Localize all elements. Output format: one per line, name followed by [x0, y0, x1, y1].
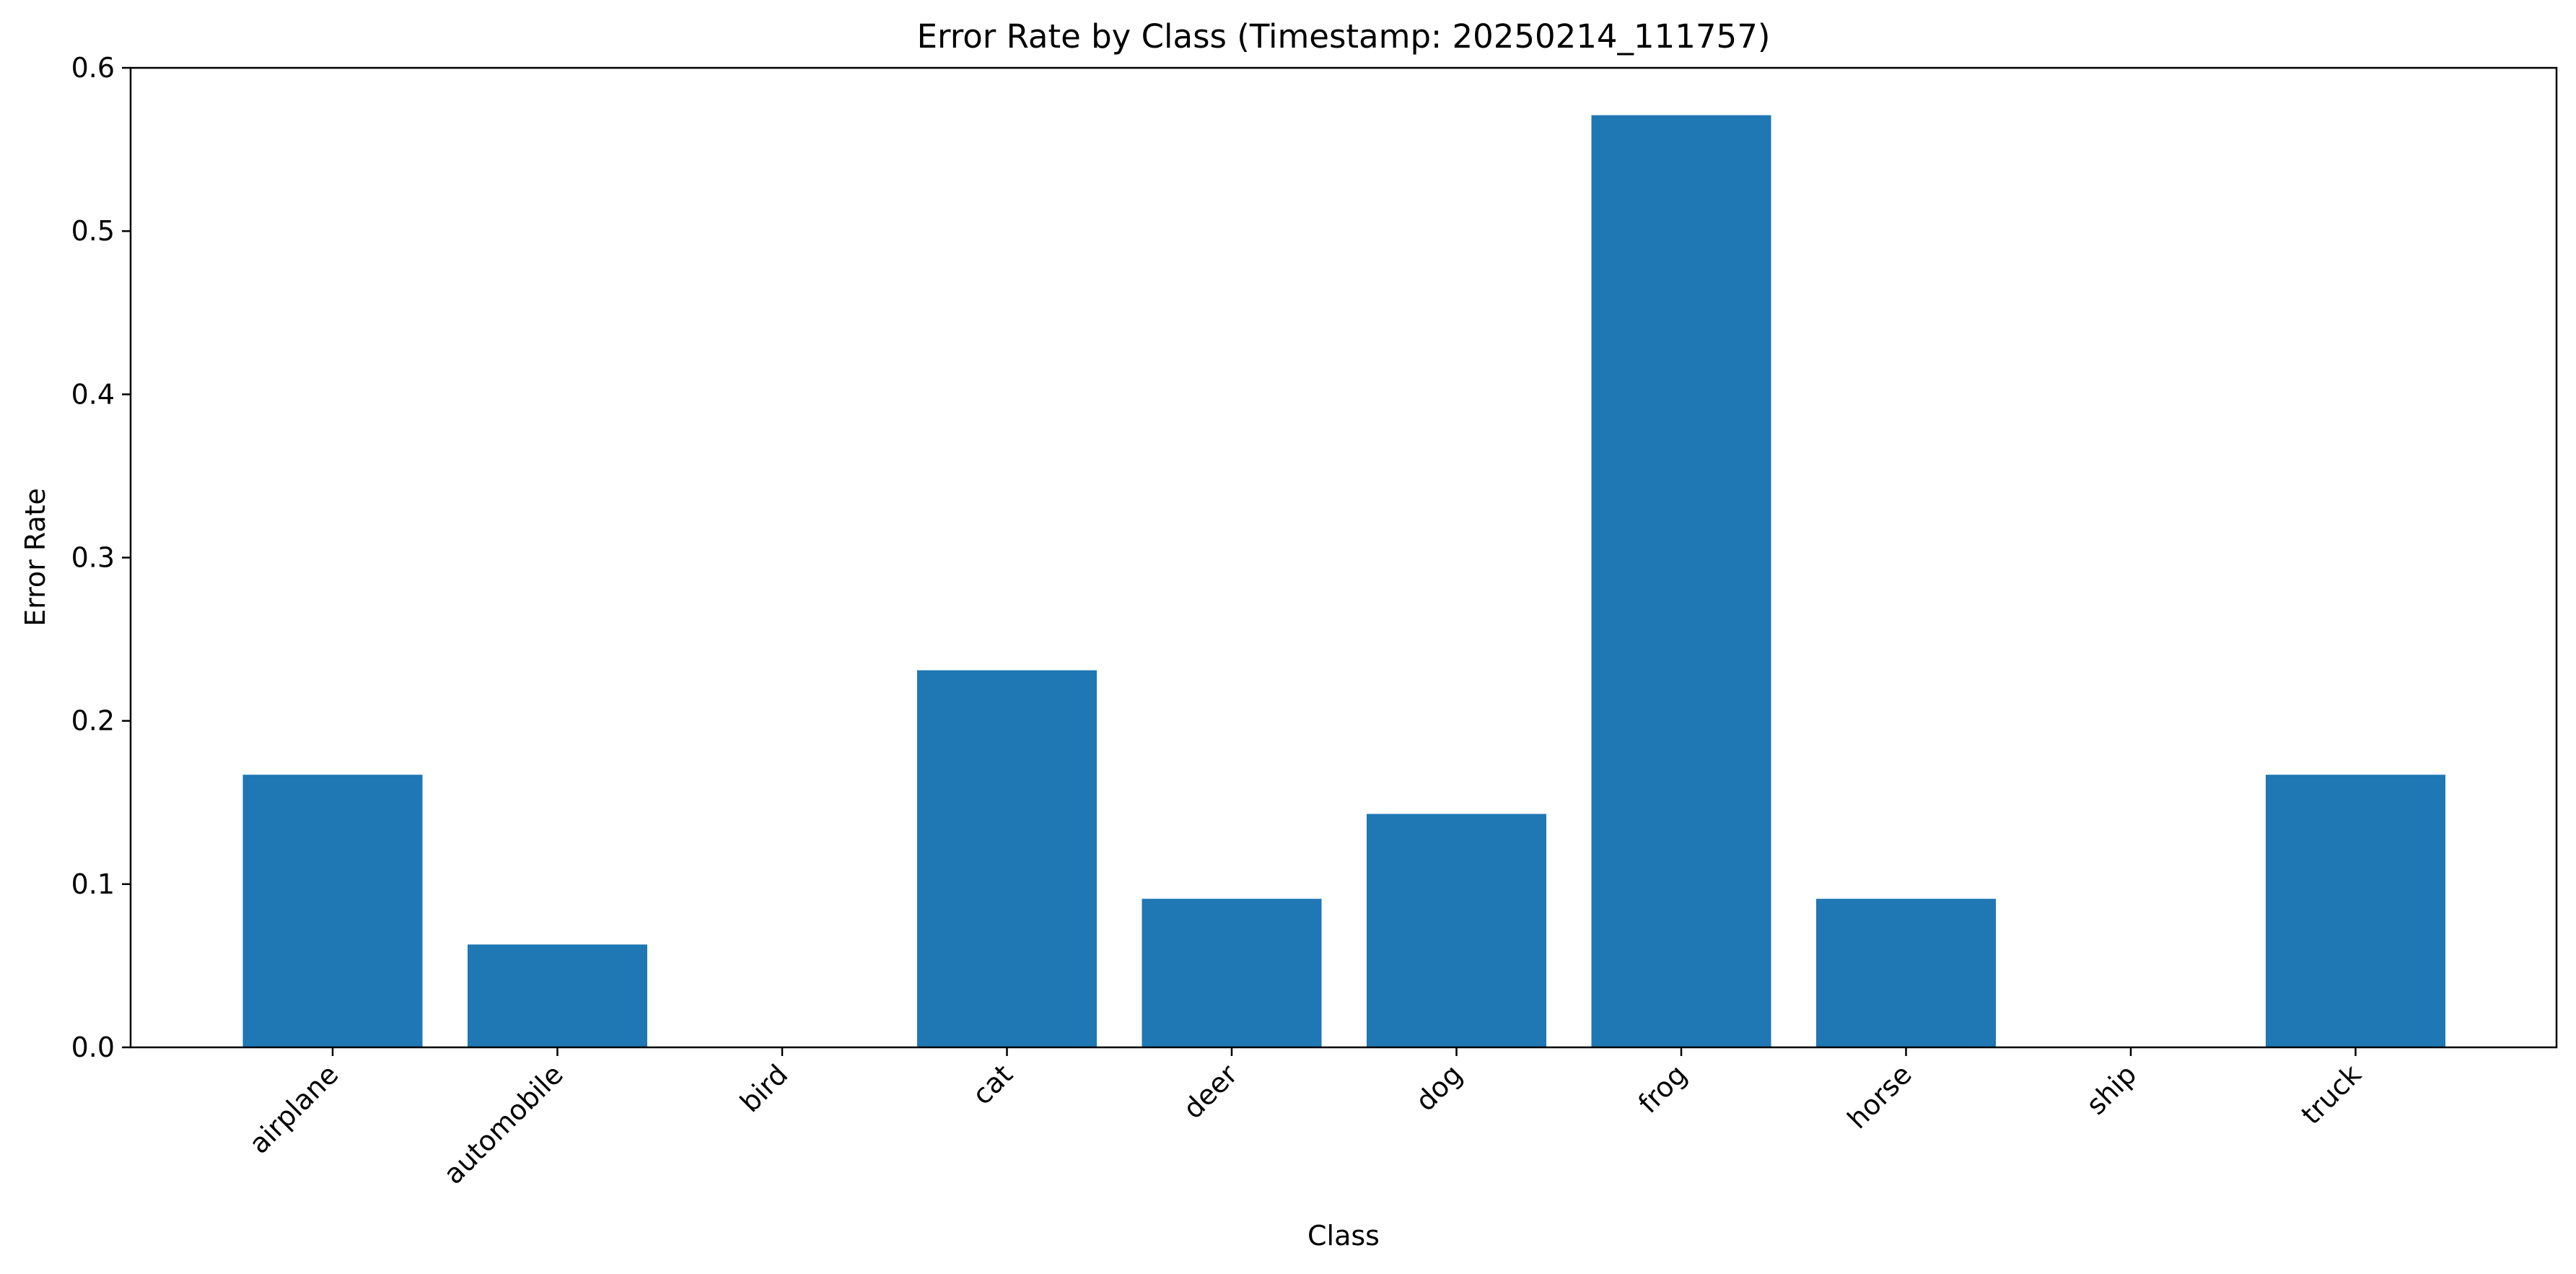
- y-tick-label: 0.6: [71, 52, 115, 84]
- x-tick-label: cat: [966, 1058, 1019, 1111]
- y-tick-label: 0.3: [71, 542, 115, 574]
- bar-cat: [917, 670, 1097, 1047]
- y-axis-label: Error Rate: [19, 488, 51, 627]
- bar-horse: [1816, 899, 1996, 1047]
- plot-frame: [129, 66, 2558, 1049]
- chart-title: Error Rate by Class (Timestamp: 20250214…: [917, 17, 1771, 56]
- y-tick-label: 0.4: [71, 378, 115, 410]
- y-tick-label: 0.1: [71, 868, 115, 900]
- x-tick-label: deer: [1177, 1058, 1244, 1125]
- y-tick-label: 0.0: [71, 1031, 115, 1063]
- y-tick-label: 0.2: [71, 705, 115, 737]
- bar-frog: [1591, 115, 1771, 1048]
- x-tick-label: bird: [734, 1058, 794, 1118]
- bar-deer: [1142, 899, 1322, 1047]
- x-tick-label: automobile: [437, 1058, 569, 1190]
- x-tick-label: horse: [1841, 1058, 1918, 1135]
- x-tick-label: dog: [1409, 1058, 1468, 1117]
- bar-automobile: [468, 944, 647, 1047]
- y-tick-label: 0.5: [71, 215, 115, 247]
- x-axis: airplane automobile bird cat deer dog frog hors…: [243, 1047, 2367, 1190]
- x-tick-label: airplane: [243, 1058, 345, 1160]
- bars-group: [242, 115, 2445, 1048]
- bar-airplane: [242, 775, 423, 1047]
- x-tick-label: ship: [2080, 1058, 2143, 1121]
- bar-truck: [2266, 775, 2445, 1047]
- x-tick-label: truck: [2295, 1058, 2367, 1130]
- x-tick-label: frog: [1632, 1058, 1694, 1120]
- x-axis-label: Class: [1307, 1220, 1380, 1252]
- y-axis: 0.0 0.1 0.2 0.3 0.4 0.5 0.6: [71, 52, 131, 1063]
- bar-dog: [1367, 813, 1546, 1047]
